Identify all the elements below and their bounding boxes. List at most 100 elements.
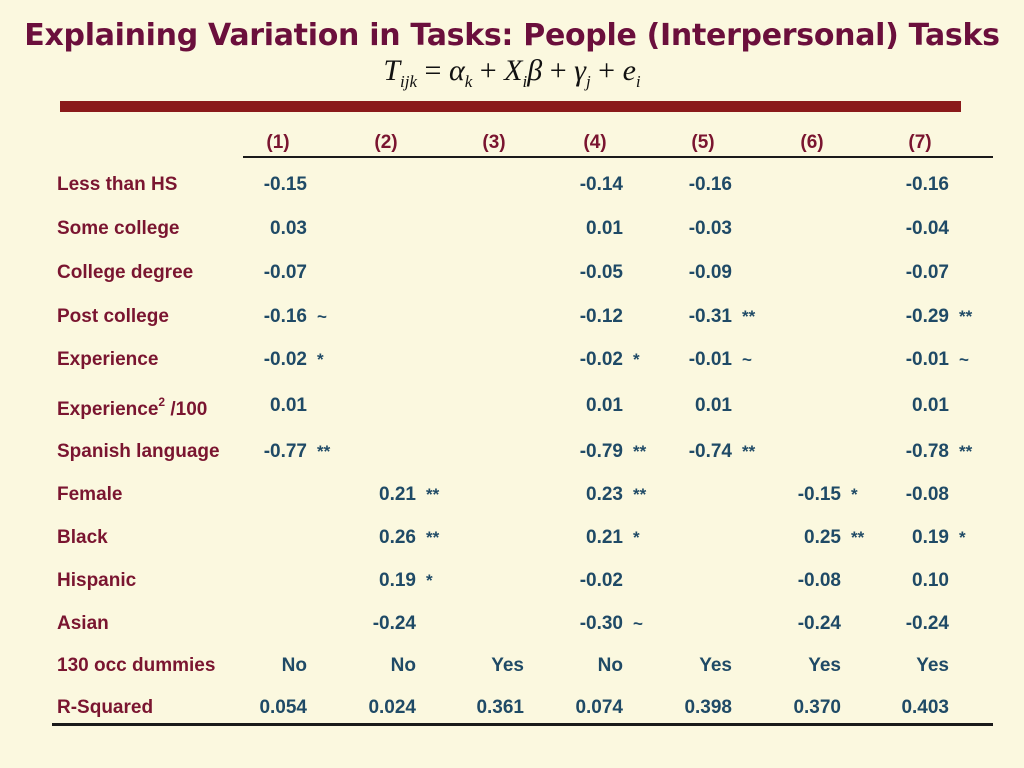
formula-eq: = <box>424 54 442 87</box>
row-label-text: College degree <box>57 262 194 283</box>
coefficient-value: 0.054 <box>259 697 307 718</box>
formula-x-sub: i <box>522 72 528 91</box>
significance-marker: ** <box>426 528 440 547</box>
significance-marker: * <box>851 485 858 504</box>
coefficient-value: -0.05 <box>579 262 623 283</box>
coefficient-value: -0.15 <box>797 484 841 505</box>
formula-t-sub: ijk <box>400 72 418 91</box>
formula-e-sub: i <box>635 72 641 91</box>
row-label: Asian <box>57 613 109 635</box>
coefficient-value: -0.02 <box>579 349 623 370</box>
row-label-text: Female <box>57 484 123 505</box>
coefficient-value: 0.024 <box>368 697 416 718</box>
coefficient-value: Yes <box>808 655 841 676</box>
formula-alpha-sub: k <box>464 72 473 91</box>
coefficient-value: 0.398 <box>684 697 732 718</box>
significance-marker: * <box>633 528 640 547</box>
formula-beta: β <box>527 54 543 87</box>
row-label-text: Experience <box>57 399 159 420</box>
coefficient-value: -0.09 <box>688 262 732 283</box>
row-label: Post college <box>57 306 169 328</box>
significance-marker: ** <box>742 442 756 461</box>
column-header: (2) <box>374 132 398 153</box>
coefficient-value: 0.01 <box>270 395 307 416</box>
coefficient-value: -0.15 <box>263 174 307 195</box>
coefficient-value: 0.074 <box>575 697 623 718</box>
row-label-suffix: /100 <box>165 399 208 420</box>
row-label-superscript: 2 <box>158 395 166 409</box>
row-label: Black <box>57 527 108 549</box>
significance-marker: ** <box>959 307 973 326</box>
coefficient-value: 0.19 <box>912 527 949 548</box>
coefficient-value: 0.361 <box>476 697 524 718</box>
formula-plus-3: + <box>598 54 616 87</box>
row-label: Experience <box>57 349 158 371</box>
coefficient-value: 0.01 <box>695 395 732 416</box>
row-label: Some college <box>57 218 180 240</box>
coefficient-value: 0.370 <box>793 697 841 718</box>
column-header: (5) <box>691 132 715 153</box>
significance-marker: ** <box>426 485 440 504</box>
coefficient-value: 0.25 <box>804 527 841 548</box>
coefficient-value: 0.01 <box>912 395 949 416</box>
coefficient-value: 0.03 <box>270 218 307 239</box>
coefficient-value: -0.16 <box>263 306 307 327</box>
coefficient-value: Yes <box>699 655 732 676</box>
coefficient-value: No <box>281 655 307 676</box>
formula-plus-1: + <box>479 54 497 87</box>
significance-marker: ~ <box>633 614 643 633</box>
column-header: (4) <box>583 132 607 153</box>
column-header: (7) <box>908 132 932 153</box>
coefficient-value: Yes <box>491 655 524 676</box>
formula-t: T <box>383 54 401 87</box>
formula-plus-2: + <box>549 54 567 87</box>
row-label-text: Less than HS <box>57 174 178 195</box>
coefficient-value: -0.03 <box>688 218 732 239</box>
coefficient-value: 0.21 <box>379 484 416 505</box>
coefficient-value: -0.31 <box>688 306 732 327</box>
significance-marker: ** <box>317 442 331 461</box>
row-label: Less than HS <box>57 174 177 196</box>
significance-marker: * <box>426 571 433 590</box>
coefficient-value: -0.24 <box>905 613 949 634</box>
header-rule <box>243 156 993 158</box>
row-label: Female <box>57 484 122 506</box>
significance-marker: * <box>633 350 640 369</box>
row-label-text: Experience <box>57 349 159 370</box>
column-header: (1) <box>266 132 290 153</box>
row-label-text: Post college <box>57 306 169 327</box>
coefficient-value: 0.01 <box>586 218 623 239</box>
coefficient-value: -0.78 <box>905 441 949 462</box>
column-header: (3) <box>482 132 506 153</box>
significance-marker: ** <box>633 442 647 461</box>
row-label-text: Spanish language <box>57 441 220 462</box>
coefficient-value: -0.08 <box>797 570 841 591</box>
coefficient-value: -0.02 <box>263 349 307 370</box>
significance-marker: ** <box>633 485 647 504</box>
coefficient-value: -0.29 <box>905 306 949 327</box>
row-label: Hispanic <box>57 570 136 592</box>
coefficient-value: -0.12 <box>579 306 623 327</box>
row-label: 130 occ dummies <box>57 655 215 677</box>
coefficient-value: 0.23 <box>586 484 623 505</box>
coefficient-value: 0.403 <box>901 697 949 718</box>
formula-e: e <box>622 54 636 87</box>
coefficient-value: 0.26 <box>379 527 416 548</box>
coefficient-value: -0.24 <box>372 613 416 634</box>
coefficient-value: -0.07 <box>263 262 307 283</box>
formula-gamma-sub: j <box>585 72 591 91</box>
coefficient-value: -0.16 <box>688 174 732 195</box>
row-label-text: Asian <box>57 613 109 634</box>
row-label-text: Black <box>57 527 108 548</box>
coefficient-value: -0.07 <box>905 262 949 283</box>
formula-gamma: γ <box>574 54 586 87</box>
formula-alpha: α <box>448 54 465 87</box>
coefficient-value: -0.77 <box>263 441 307 462</box>
coefficient-value: 0.10 <box>912 570 949 591</box>
formula-x: X <box>504 54 523 87</box>
page-title: Explaining Variation in Tasks: People (I… <box>24 18 1000 53</box>
coefficient-value: -0.16 <box>905 174 949 195</box>
row-label-text: Hispanic <box>57 570 137 591</box>
coefficient-value: -0.79 <box>579 441 623 462</box>
row-label: Experience2 /100 <box>57 395 207 421</box>
